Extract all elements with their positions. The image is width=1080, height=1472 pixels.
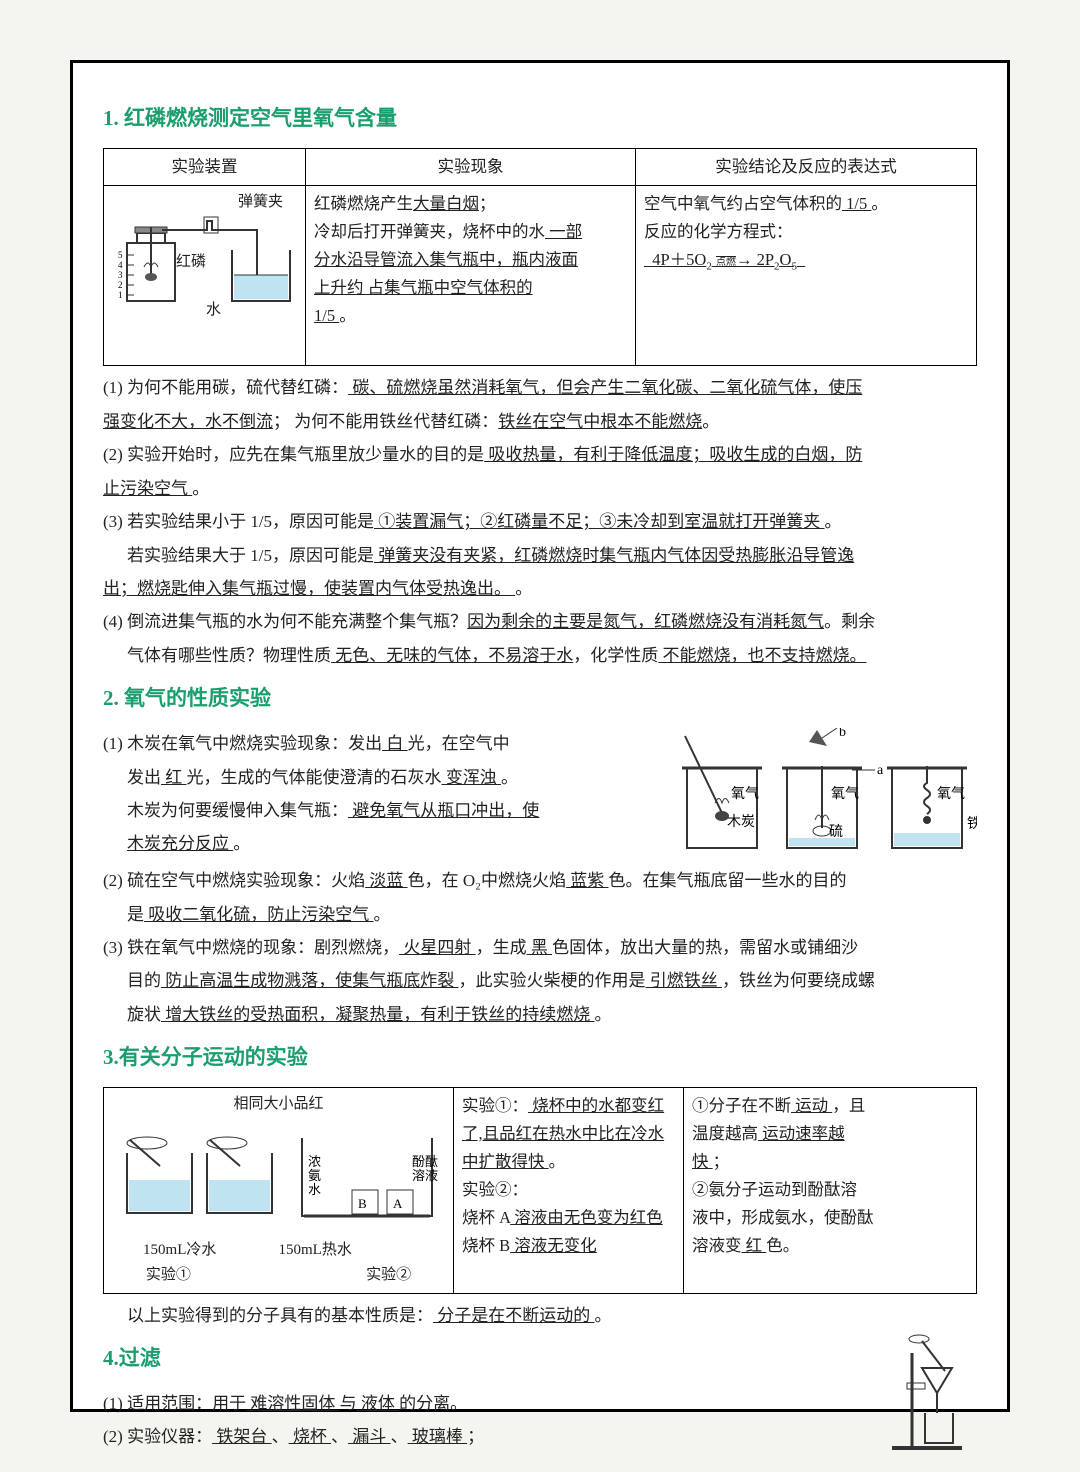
s2-l8: 目的 防止高温生成物溅落，使集气瓶底炸裂 ，此实验火柴梗的作用是 引燃铁丝 ，铁… [103, 965, 977, 996]
section1-heading: 1. 红磷燃烧测定空气里氧气含量 [103, 99, 977, 138]
section3-table: 相同大小品红 B A 浓 氨 水 酚酞 溶液 150mL冷水 150mL热水 实… [103, 1087, 977, 1294]
svg-text:硫: 硫 [829, 824, 843, 840]
svg-text:B: B [358, 1196, 367, 1211]
s3-right-cell: ①分子在不断 运动 ，且 温度越高 运动速率越 快 ； ②氨分子运动到酚酞溶 液… [684, 1088, 977, 1294]
svg-text:木炭: 木炭 [727, 814, 755, 830]
section4-heading: 4.过滤 [103, 1339, 977, 1378]
s2-l5: (2) 硫在空气中燃烧实验现象：火焰 淡蓝 色，在 O₂中燃烧火焰 蓝紫 色。在… [103, 865, 977, 896]
svg-text:3: 3 [118, 270, 123, 280]
apparatus-label-phos: 红磷 [176, 250, 216, 276]
s3-top-label: 相同大小品红 [112, 1092, 445, 1118]
svg-text:氧气: 氧气 [731, 786, 759, 802]
molecule-exp-icon: B A 浓 氨 水 酚酞 溶液 [112, 1118, 442, 1238]
svg-text:浓: 浓 [308, 1154, 321, 1169]
filter-apparatus-figure [867, 1333, 977, 1453]
apparatus-label-clamp: 弹簧夹 [112, 190, 297, 216]
exp2-label: 实验② [366, 1263, 411, 1289]
s4-l2: (2) 实验仪器： 铁架台 、 烧杯 、 漏斗 、 玻璃棒 ； [103, 1421, 977, 1452]
svg-text:溶液: 溶液 [412, 1168, 438, 1183]
s3-mid-cell: 实验①： 烧杯中的水都变红 了,且品红在热水中比在冷水 中扩散得快 。 实验②：… [454, 1088, 684, 1294]
svg-text:水: 水 [308, 1182, 321, 1197]
th-apparatus: 实验装置 [104, 148, 306, 185]
s1-q4: (4) 倒流进集气瓶的水为何不能充满整个集气瓶？因为剩余的主要是氮气，红磷燃烧没… [103, 606, 977, 637]
oxygen-jars-icon: 氧气 木炭 氧气 硫 a 氧气 铁 b [677, 728, 977, 863]
svg-text:b: b [839, 728, 846, 740]
s3-apparatus-cell: 相同大小品红 B A 浓 氨 水 酚酞 溶液 150mL冷水 150mL热水 实… [104, 1088, 454, 1294]
chem-equation: 4P＋5O2 点燃→ 2P2O5 [644, 250, 805, 269]
s1-q4b: 气体有哪些性质？物理性质 无色、无味的气体，不易溶于水，化学性质 不能燃烧，也不… [103, 640, 977, 671]
s1-q1b: 强变化不大，水不倒流； 为何不能用铁丝代替红磷：铁丝在空气中根本不能燃烧。 [103, 406, 977, 437]
s1-q3: (3) 若实验结果小于 1/5，原因可能是 ①装置漏气；②红磷量不足；③未冷却到… [103, 506, 977, 537]
svg-text:5: 5 [118, 250, 123, 260]
section1-table: 实验装置 实验现象 实验结论及反应的表达式 弹簧夹 5 4 3 2 1 [103, 148, 977, 367]
s4-l1: (1) 适用范围：用于 难溶性固体 与 液体 的分离。 [103, 1388, 977, 1419]
svg-text:酚酞: 酚酞 [412, 1154, 438, 1169]
th-conclusion: 实验结论及反应的表达式 [636, 148, 977, 185]
svg-text:a: a [877, 763, 884, 778]
s1-q3c: 出；燃烧匙伸入集气瓶过慢，使装置内气体受热逸出。 。 [103, 573, 977, 604]
filter-apparatus-icon [867, 1333, 977, 1453]
cold-label: 150mL冷水 [143, 1238, 216, 1264]
oxygen-jars-figure: 氧气 木炭 氧气 硫 a 氧气 铁 b [677, 728, 977, 863]
section3-heading: 3.有关分子运动的实验 [103, 1038, 977, 1077]
s1-q2: (2) 实验开始时，应先在集气瓶里放少量水的目的是 吸收热量，有利于降低温度；吸… [103, 439, 977, 470]
svg-text:A: A [393, 1196, 403, 1211]
s2-l6: 是 吸收二氧化硫，防止污染空气 。 [103, 899, 977, 930]
svg-text:4: 4 [118, 260, 123, 270]
s2-l7: (3) 铁在氧气中燃烧的现象：剧烈燃烧， 火星四射 ，生成 黑 色固体，放出大量… [103, 932, 977, 963]
exp1-label: 实验① [146, 1263, 191, 1289]
svg-text:2: 2 [118, 280, 123, 290]
document-page: 1. 红磷燃烧测定空气里氧气含量 实验装置 实验现象 实验结论及反应的表达式 弹… [70, 60, 1010, 1412]
s1-q1: (1) 为何不能用碳，硫代替红磷： 碳、硫燃烧虽然消耗氧气，但会产生二氧化碳、二… [103, 372, 977, 403]
svg-text:氨: 氨 [308, 1168, 321, 1183]
svg-text:氧气: 氧气 [831, 786, 859, 802]
apparatus-label-water: 水 [206, 298, 236, 324]
svg-text:氧气: 氧气 [937, 786, 965, 802]
cell-conclusion: 空气中氧气约占空气体积的 1/5 。 反应的化学方程式： 4P＋5O2 点燃→ … [636, 185, 977, 366]
section2-heading: 2. 氧气的性质实验 [103, 679, 977, 718]
s2-l9: 旋状 增大铁丝的受热面积，凝聚热量，有利于铁丝的持续燃烧 。 [103, 999, 977, 1030]
th-phenomenon: 实验现象 [306, 148, 636, 185]
cell-phenomenon: 红磷燃烧产生大量白烟； 冷却后打开弹簧夹，烧杯中的水 一部 分水沿导管流入集气瓶… [306, 185, 636, 366]
s3-conclusion: 以上实验得到的分子具有的基本性质是： 分子是在不断运动的 。 [103, 1300, 977, 1331]
cell-apparatus: 弹簧夹 5 4 3 2 1 [104, 185, 306, 366]
svg-text:铁: 铁 [967, 816, 977, 832]
s1-q2b: 止污染空气 。 [103, 473, 977, 504]
svg-text:1: 1 [118, 290, 123, 300]
s1-q3b: 若实验结果大于 1/5，原因可能是 弹簧夹没有夹紧，红磷燃烧时集气瓶内气体因受热… [103, 540, 977, 571]
hot-label: 150mL热水 [278, 1238, 351, 1264]
